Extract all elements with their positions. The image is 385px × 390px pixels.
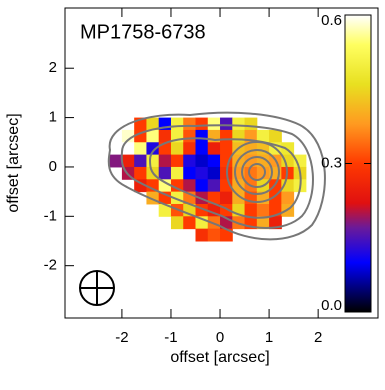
pixel (171, 118, 184, 131)
pixel (171, 155, 184, 168)
pixel (208, 118, 221, 131)
pixel (220, 130, 233, 143)
y-tick-label: -1 (44, 207, 57, 224)
pixel (110, 142, 123, 155)
pixel (183, 179, 196, 192)
pixel (257, 204, 270, 217)
pixel (245, 204, 258, 217)
pixel (281, 192, 294, 205)
pixel (220, 192, 233, 205)
x-tick-label: -2 (115, 329, 128, 346)
pixel (134, 142, 147, 155)
y-tick-label: 1 (49, 109, 57, 126)
beam (80, 271, 114, 305)
pixel (171, 142, 184, 155)
colorbar-tick-label: 0.6 (321, 12, 342, 29)
y-tick-label: 2 (49, 59, 57, 76)
y-tick-label: -2 (44, 257, 57, 274)
x-tick-label: 2 (314, 329, 322, 346)
x-axis-label: offset [arcsec] (170, 349, 269, 366)
pixel (232, 130, 245, 143)
pixel (134, 167, 147, 180)
colorbar-tick-label: 0.3 (321, 154, 342, 171)
pixel (134, 155, 147, 168)
pixel (146, 155, 159, 168)
pixel (208, 229, 221, 242)
pixel (208, 167, 221, 180)
pixel (294, 155, 307, 168)
pixel (146, 142, 159, 155)
pixel (208, 142, 221, 155)
colorbar-tick-label: 0.0 (321, 297, 342, 314)
pixel (146, 130, 159, 143)
pixel (208, 179, 221, 192)
y-axis-label: offset [arcsec] (5, 113, 22, 212)
pixel (183, 130, 196, 143)
pixel (195, 179, 208, 192)
pixel (171, 167, 184, 180)
chart-title: MP1758-6738 (80, 21, 206, 43)
pixel (195, 229, 208, 242)
pixel (220, 142, 233, 155)
pixel (232, 118, 245, 131)
pixel (159, 167, 172, 180)
pixel (171, 216, 184, 229)
pixel (183, 142, 196, 155)
pixel (195, 155, 208, 168)
pixel (195, 167, 208, 180)
pixel (195, 118, 208, 131)
pixel (195, 130, 208, 143)
pixel (183, 155, 196, 168)
pixel (183, 167, 196, 180)
pixel (269, 130, 282, 143)
pixel (183, 118, 196, 131)
pixel (208, 155, 221, 168)
pixel (195, 142, 208, 155)
pixel (183, 216, 196, 229)
x-tick-label: -1 (164, 329, 177, 346)
x-tick-label: 0 (216, 329, 224, 346)
pixel (159, 155, 172, 168)
pixel (110, 155, 123, 168)
y-tick-label: 0 (49, 158, 57, 175)
pixel (220, 118, 233, 131)
x-tick-label: 1 (265, 329, 273, 346)
pixel (245, 118, 258, 131)
